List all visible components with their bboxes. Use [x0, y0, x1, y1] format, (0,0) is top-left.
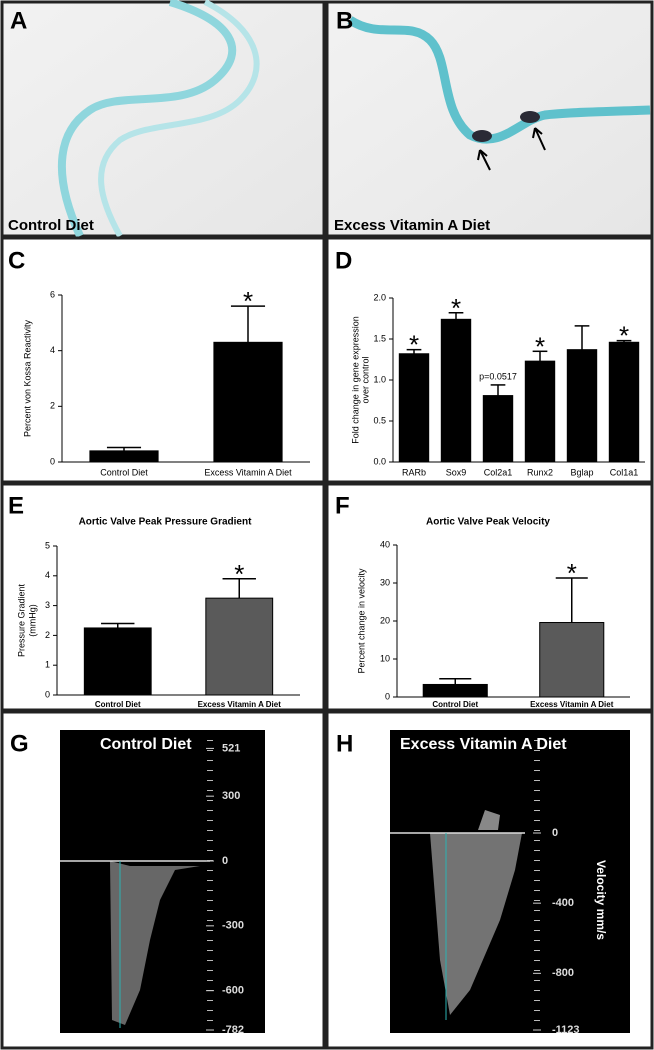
tick-label: 521	[222, 742, 240, 754]
x-tick-label: Bglap	[570, 467, 593, 477]
annotation: *	[451, 293, 461, 323]
tick-label: -1123	[552, 1024, 580, 1036]
x-tick-label: Sox9	[446, 467, 467, 477]
panel-letter: D	[335, 247, 352, 274]
y-tick-label: 1.0	[373, 374, 386, 384]
panel-letter: B	[336, 7, 353, 34]
calcification	[520, 111, 540, 123]
y-axis-label: Fold change in gene expression	[350, 316, 360, 444]
x-tick-label: Control Diet	[432, 700, 478, 709]
image-caption: Control Diet	[8, 217, 94, 234]
y-tick-label: 20	[380, 615, 390, 625]
y-axis-label: (mmHg)	[27, 604, 37, 637]
calcification	[472, 130, 492, 142]
bar	[83, 627, 152, 696]
tick-label: -600	[222, 985, 244, 997]
bar	[213, 341, 283, 463]
panel-b	[325, 0, 654, 238]
panel-letter: E	[8, 492, 24, 519]
y-tick-label: 10	[380, 653, 390, 663]
tick-label: -782	[222, 1024, 244, 1036]
x-tick-label: RARb	[402, 467, 426, 477]
annotation: *	[567, 558, 577, 588]
y-tick-label: 4	[50, 345, 55, 355]
bar	[539, 622, 605, 698]
annotation: *	[409, 330, 419, 360]
panel-letter: C	[8, 247, 25, 274]
tissue	[57, 0, 237, 238]
y-tick-label: 1.5	[373, 333, 386, 343]
y-tick-label: 0.5	[373, 415, 386, 425]
bar	[608, 341, 640, 463]
panel-letter: A	[10, 7, 27, 34]
axis-label: Velocity mm/s	[594, 860, 608, 940]
y-tick-label: 6	[50, 289, 55, 299]
y-axis-label: Percent change in velocity	[356, 568, 366, 674]
y-tick-label: 2	[45, 630, 50, 640]
x-tick-label: Excess Vitamin A Diet	[530, 700, 614, 709]
x-tick-label: Control Diet	[95, 700, 141, 709]
panel-letter: F	[335, 492, 350, 519]
y-tick-label: 5	[45, 540, 50, 550]
arrow	[477, 149, 491, 171]
x-tick-label: Col1a1	[610, 467, 639, 477]
arrow	[532, 127, 546, 151]
image-title: Excess Vitamin A Diet	[400, 736, 567, 753]
tick-label: 0	[222, 855, 228, 867]
annotation: *	[234, 559, 244, 589]
y-tick-label: 0	[50, 456, 55, 466]
bar	[440, 318, 472, 463]
panel-letter: H	[336, 730, 353, 757]
annotation: p=0.0517	[479, 371, 517, 381]
y-axis-label: Pressure Gradient	[16, 583, 26, 657]
y-axis-label: over control	[360, 356, 370, 403]
doppler-signal	[478, 810, 500, 830]
y-tick-label: 1	[45, 660, 50, 670]
x-tick-label: Col2a1	[484, 467, 513, 477]
bar	[89, 450, 159, 463]
y-tick-label: 30	[380, 577, 390, 587]
annotation: *	[243, 286, 253, 316]
tick-label: 300	[222, 790, 240, 802]
y-tick-label: 2	[50, 401, 55, 411]
y-tick-label: 0	[385, 691, 390, 701]
y-tick-label: 2.0	[373, 292, 386, 302]
tissue	[347, 16, 651, 144]
bar	[566, 349, 598, 463]
tick-label: -400	[552, 897, 574, 909]
bar	[524, 360, 556, 463]
y-tick-label: 0	[45, 689, 50, 699]
annotation: *	[535, 331, 545, 361]
doppler-signal	[110, 861, 200, 1025]
x-tick-label: Excess Vitamin A Diet	[198, 700, 282, 709]
image-caption: Excess Vitamin A Diet	[334, 217, 490, 234]
y-tick-label: 4	[45, 570, 50, 580]
tissue	[98, 0, 260, 238]
doppler-signal	[430, 833, 522, 1015]
panel-a	[0, 0, 326, 238]
image-title: Control Diet	[100, 736, 192, 753]
x-tick-label: Excess Vitamin A Diet	[204, 467, 292, 477]
y-axis-label: Percent von Kossa Reactivity	[22, 319, 32, 437]
annotation: *	[619, 321, 629, 351]
y-tick-label: 3	[45, 600, 50, 610]
chart-title: Aortic Valve Peak Pressure Gradient	[79, 517, 253, 528]
axis-label: Velocity mm/s	[266, 860, 280, 940]
chart-title: Aortic Valve Peak Velocity	[426, 517, 550, 528]
y-tick-label: 0.0	[373, 456, 386, 466]
tick-label: -300	[222, 920, 244, 932]
bar	[482, 395, 514, 463]
bar	[398, 353, 430, 463]
y-tick-label: 40	[380, 539, 390, 549]
tick-label: 0	[552, 827, 558, 839]
bar	[422, 683, 488, 698]
tick-label: -800	[552, 967, 574, 979]
x-tick-label: Control Diet	[100, 467, 148, 477]
x-tick-label: Runx2	[527, 467, 553, 477]
bar	[205, 597, 274, 696]
panel-letter: G	[10, 730, 29, 757]
